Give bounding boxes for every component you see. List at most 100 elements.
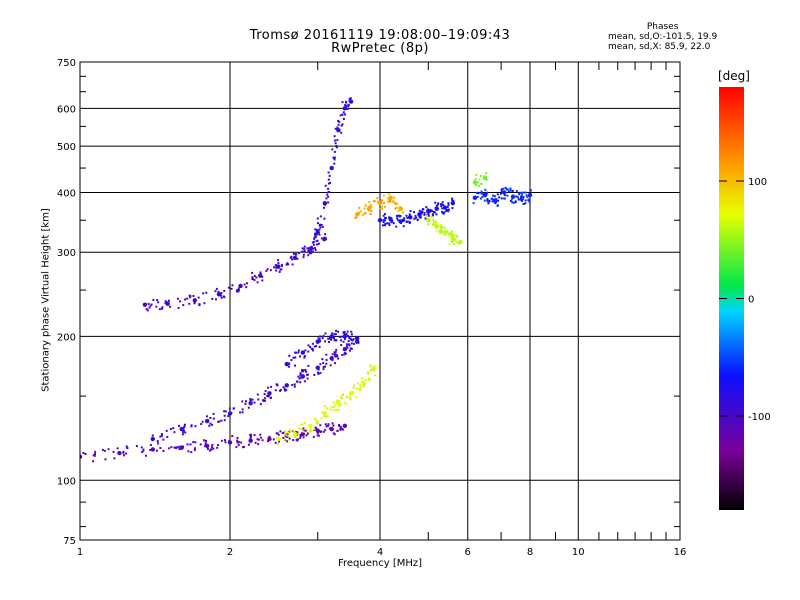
scatter-point [340,396,343,399]
scatter-point [324,423,327,426]
scatter-point [311,342,314,345]
scatter-point [280,264,283,267]
scatter-point [361,213,364,216]
scatter-point [370,210,373,213]
scatter-point [436,203,439,206]
scatter-point [240,441,243,444]
scatter-point [173,431,176,434]
scatter-point [316,243,319,246]
scatter-point [302,427,305,430]
scatter-point [334,127,337,130]
scatter-point [482,192,488,198]
scatter-point [496,204,499,207]
scatter-point [165,429,168,432]
scatter-point [169,427,172,430]
scatter-point [341,101,344,104]
stats-line-o: mean, sd,O:-101.5, 19.9 [608,32,718,42]
scatter-point [323,405,326,408]
scatter-point [396,217,399,220]
scatter-point [292,252,295,255]
scatter-point [339,425,342,428]
scatter-point [182,429,185,432]
scatter-point [338,424,341,427]
scatter-point [503,194,506,197]
scatter-point [323,202,326,205]
scatter-point [335,348,338,351]
scatter-point [357,387,360,390]
scatter-point [126,446,129,449]
scatter-point [324,340,327,343]
scatter-point [235,290,238,293]
scatter-point [321,337,324,340]
scatter-point [372,369,375,372]
scatter-point [500,188,503,191]
scatter-point [419,216,422,219]
scatter-point [403,217,406,220]
scatter-point [162,438,165,441]
scatter-point [376,200,379,203]
scatter-point [346,107,349,110]
scatter-point [331,358,334,361]
scatter-point [156,299,159,302]
scatter-point [435,204,438,207]
scatter-point [453,243,456,246]
scatter-point [340,427,343,430]
scatter-point [339,427,342,430]
scatter-point [279,437,282,440]
scatter-point [216,292,222,297]
scatter-point [517,196,520,199]
scatter-point [329,165,334,171]
scatter-point [332,408,335,411]
scatter-point [321,225,324,228]
scatter-point [322,236,328,242]
scatter-point [92,454,95,457]
scatter-point [247,406,250,409]
scatter-point [452,200,455,203]
scatter-point [276,383,279,386]
scatter-point [338,405,341,408]
scatter-point [371,368,374,371]
scatter-point [426,214,429,217]
scatter-point [373,200,376,203]
scatter-point [433,211,436,214]
scatter-point [325,362,328,365]
scatter-point [169,305,172,308]
scatter-point [84,452,87,455]
scatter-point [307,249,310,252]
scatter-point [275,264,278,267]
scatter-point [288,435,291,438]
scatter-point [112,450,115,453]
scatter-point [420,212,423,215]
y-axis-ticks: 75 100 200 300 400 500 600 750 [57,58,680,547]
scatter-point [306,377,309,380]
scatter-point [314,247,317,250]
scatter-point [325,353,328,356]
scatter-point [204,443,210,449]
scatter-point [264,390,267,393]
scatter-point [447,204,450,207]
scatter-point [311,349,314,352]
scatter-point [388,216,391,219]
scatter-point [301,250,304,253]
stats-heading: Phases [646,22,679,32]
scatter-point [305,370,308,373]
scatter-point [472,180,478,185]
scatter-point [364,379,367,382]
scatter-point [315,339,320,344]
scatter-point [359,210,362,213]
scatter-point [166,436,169,439]
scatter-point [509,189,512,192]
scatter-point [349,398,352,401]
scatter-point [300,428,303,431]
scatter-point [292,356,295,359]
scatter-point [307,364,310,367]
scatter-point [428,218,431,221]
scatter-point [336,399,339,402]
scatter-point [302,256,305,259]
scatter-point [348,97,351,100]
scatter-point [276,432,279,435]
scatter-point [379,201,382,204]
scatter-point [432,210,435,213]
scatter-point [323,206,326,209]
scatter-point [335,329,338,332]
